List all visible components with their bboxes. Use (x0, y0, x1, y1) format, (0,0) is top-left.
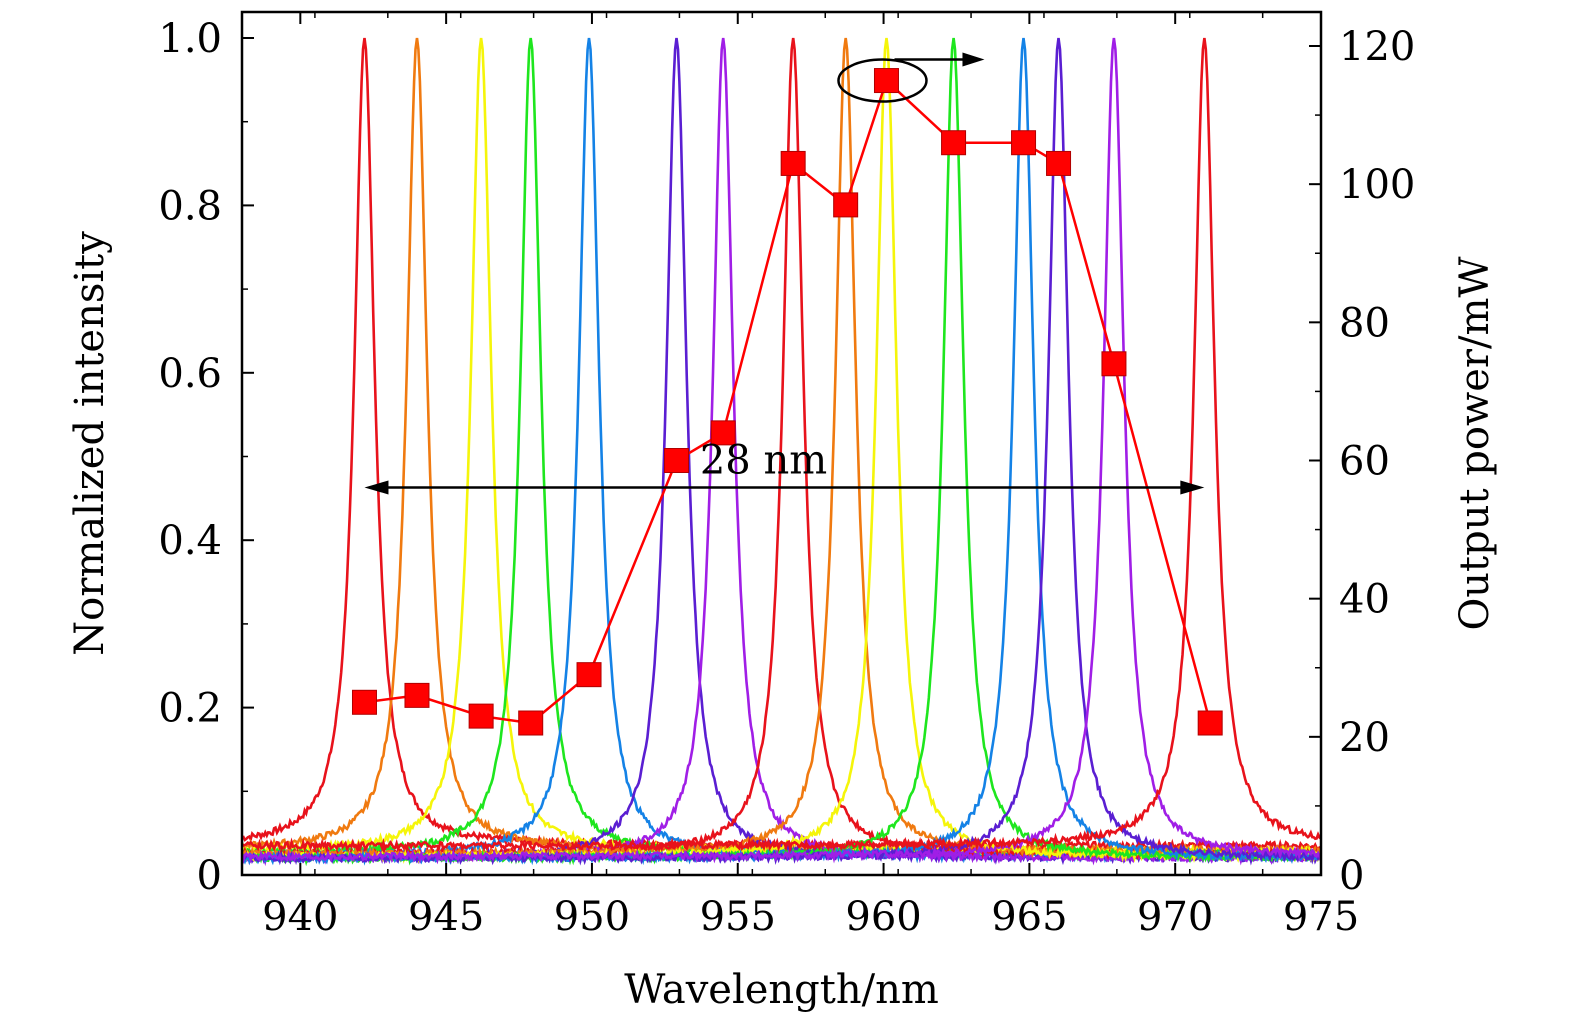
power-point-10 (873, 68, 899, 94)
y-left-tick-label-4: 0.8 (158, 183, 222, 229)
y-axis-right-title: Output power/mW (1452, 256, 1498, 630)
power-point-14 (1101, 351, 1127, 377)
bandwidth-arrowhead-right (1180, 480, 1205, 495)
y-left-tick-label-3: 0.6 (158, 351, 222, 397)
y-axis-left-title: Normalized intensity (67, 231, 113, 656)
power-point-4 (518, 710, 544, 736)
x-tick-label-945: 945 (408, 894, 484, 940)
x-tick-label-940: 940 (262, 894, 338, 940)
y-left-tick-label-1: 0.2 (158, 686, 222, 732)
power-point-13 (1046, 150, 1072, 176)
right-axis-pointer-arrowhead (962, 52, 985, 67)
x-tick-label-960: 960 (845, 894, 921, 940)
x-axis-title: Wavelength/nm (624, 967, 939, 1013)
spectra-layer (242, 37, 1321, 867)
x-tick-label-975: 975 (1283, 894, 1359, 940)
power-point-9 (833, 192, 859, 218)
power-point-11 (941, 130, 967, 156)
bandwidth-label: 28 nm (700, 437, 827, 483)
power-point-3 (468, 703, 494, 729)
y-left-tick-label-5: 1.0 (158, 16, 222, 62)
power-series-layer (351, 68, 1223, 736)
power-point-15 (1197, 710, 1223, 736)
y-right-tick-label-20: 20 (1339, 715, 1390, 761)
x-tick-label-955: 955 (700, 894, 776, 940)
axis-layer: 940 945 950 955 960 965 970 97500.20.40.60.81.0… (158, 12, 1415, 940)
y-right-tick-label-0: 0 (1339, 853, 1364, 899)
annotation-layer (364, 52, 1205, 495)
power-point-8 (780, 150, 806, 176)
power-point-5 (576, 662, 602, 688)
power-point-12 (1011, 130, 1037, 156)
bandwidth-arrowhead-left (364, 480, 389, 495)
y-right-tick-label-100: 100 (1339, 162, 1415, 208)
right-axis-marker-ellipse (837, 58, 928, 103)
y-right-tick-label-120: 120 (1339, 24, 1415, 70)
plot-frame (240, 10, 1323, 877)
y-left-tick-label-0: 0 (197, 853, 222, 899)
power-point-7 (710, 420, 736, 446)
spectrum-line-14 (242, 37, 1321, 865)
y-left-tick-label-2: 0.4 (158, 518, 222, 564)
y-right-tick-label-40: 40 (1339, 577, 1390, 623)
y-right-tick-label-80: 80 (1339, 300, 1390, 346)
x-tick-label-970: 970 (1137, 894, 1213, 940)
power-point-6 (664, 448, 690, 473)
power-point-1 (351, 689, 377, 715)
spectrum-line-15 (242, 37, 1321, 854)
x-tick-label-950: 950 (554, 894, 630, 940)
power-point-2 (404, 682, 430, 708)
x-tick-label-965: 965 (991, 894, 1067, 940)
y-right-tick-label-60: 60 (1339, 439, 1390, 485)
